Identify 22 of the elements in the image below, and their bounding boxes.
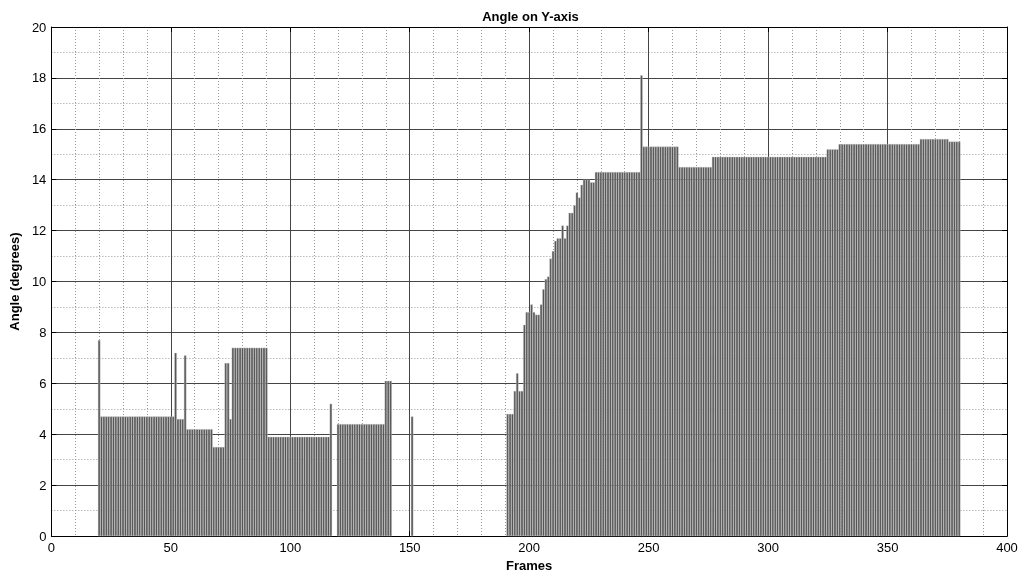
x-tick-label: 100	[279, 540, 302, 556]
x-axis-title: Frames	[506, 558, 553, 573]
y-tick-label: 0	[39, 528, 47, 544]
y-tick-label: 12	[31, 223, 47, 239]
y-tick-label: 2	[39, 477, 47, 493]
x-tick-label: 350	[876, 540, 899, 556]
y-tick-label: 6	[39, 375, 47, 391]
x-tick-label: 300	[757, 540, 779, 556]
x-tick-label: 150	[398, 540, 421, 556]
x-tick-label: 250	[637, 540, 660, 556]
y-tick-label: 18	[31, 70, 47, 86]
x-tick-label: 200	[518, 540, 541, 556]
y-axis-title: Angle (degrees)	[7, 232, 22, 331]
y-tick-label: 20	[31, 19, 47, 35]
chart-title: Angle on Y-axis	[482, 9, 579, 24]
x-tick-label: 400	[996, 540, 1018, 556]
x-tick-label: 50	[163, 540, 179, 556]
y-tick-label: 10	[31, 274, 47, 290]
y-tick-label: 16	[31, 121, 47, 137]
y-tick-label: 14	[31, 172, 47, 188]
y-tick-label: 8	[39, 324, 47, 340]
y-tick-label: 4	[39, 426, 47, 442]
